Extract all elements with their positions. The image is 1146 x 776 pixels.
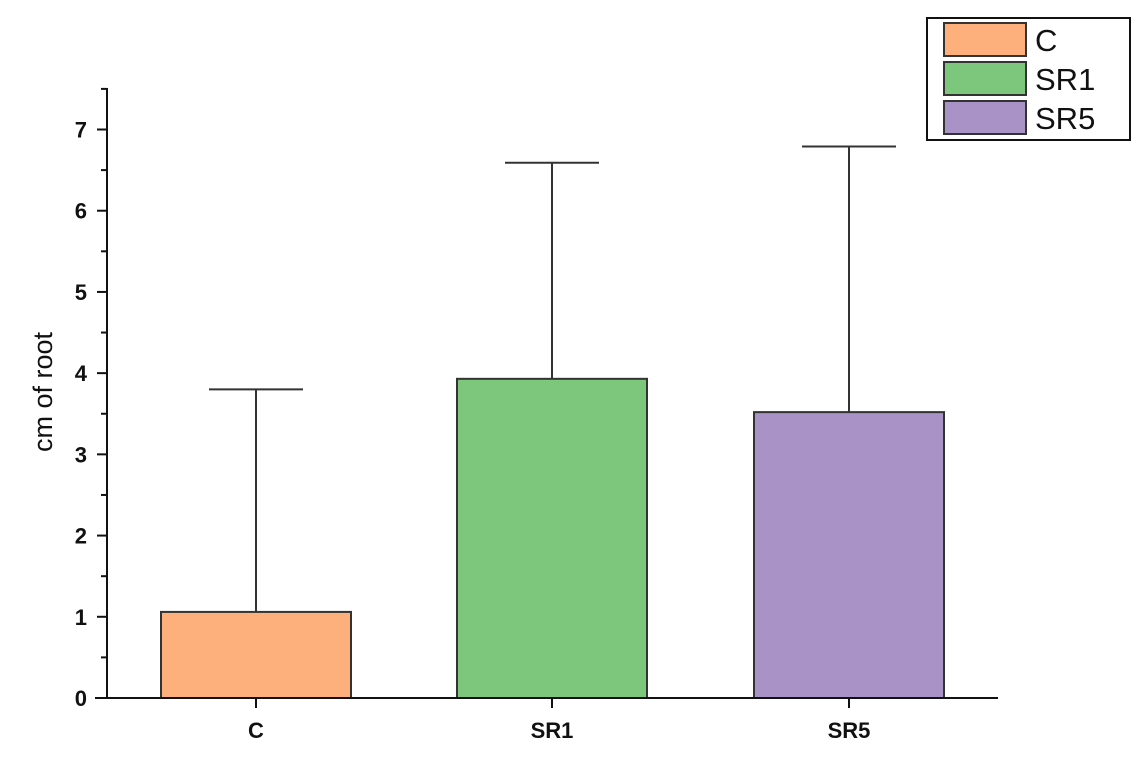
y-tick-label: 0 [75,686,87,711]
bar-sr1 [456,377,648,699]
x-axis-ticks: C SR1 SR5 [248,698,870,743]
y-tick-label: 2 [75,524,87,549]
y-axis-title: cm of root [28,331,58,452]
bar-c [160,610,352,699]
legend-label-sr5: SR5 [1035,101,1095,136]
legend-swatch-c [943,22,1027,57]
x-tick-label: C [248,718,264,743]
bar-sr5 [753,411,945,699]
y-tick-label: 3 [75,442,87,467]
y-tick-label: 5 [75,280,87,305]
y-tick-label: 1 [75,605,87,630]
legend-swatch-sr5 [943,100,1027,135]
legend: C SR1 SR5 [926,17,1131,141]
bars [160,377,945,699]
error-bars [209,145,896,612]
legend-label-sr1: SR1 [1035,62,1095,97]
y-axis-ticks: 0 1 2 3 4 5 6 7 [75,87,107,711]
legend-swatch-sr1 [943,61,1027,96]
x-tick-label: SR5 [828,718,871,743]
y-tick-label: 6 [75,199,87,224]
y-tick-label: 7 [75,118,87,143]
legend-label-c: C [1035,23,1057,58]
x-tick-label: SR1 [531,718,574,743]
y-tick-label: 4 [75,361,88,386]
